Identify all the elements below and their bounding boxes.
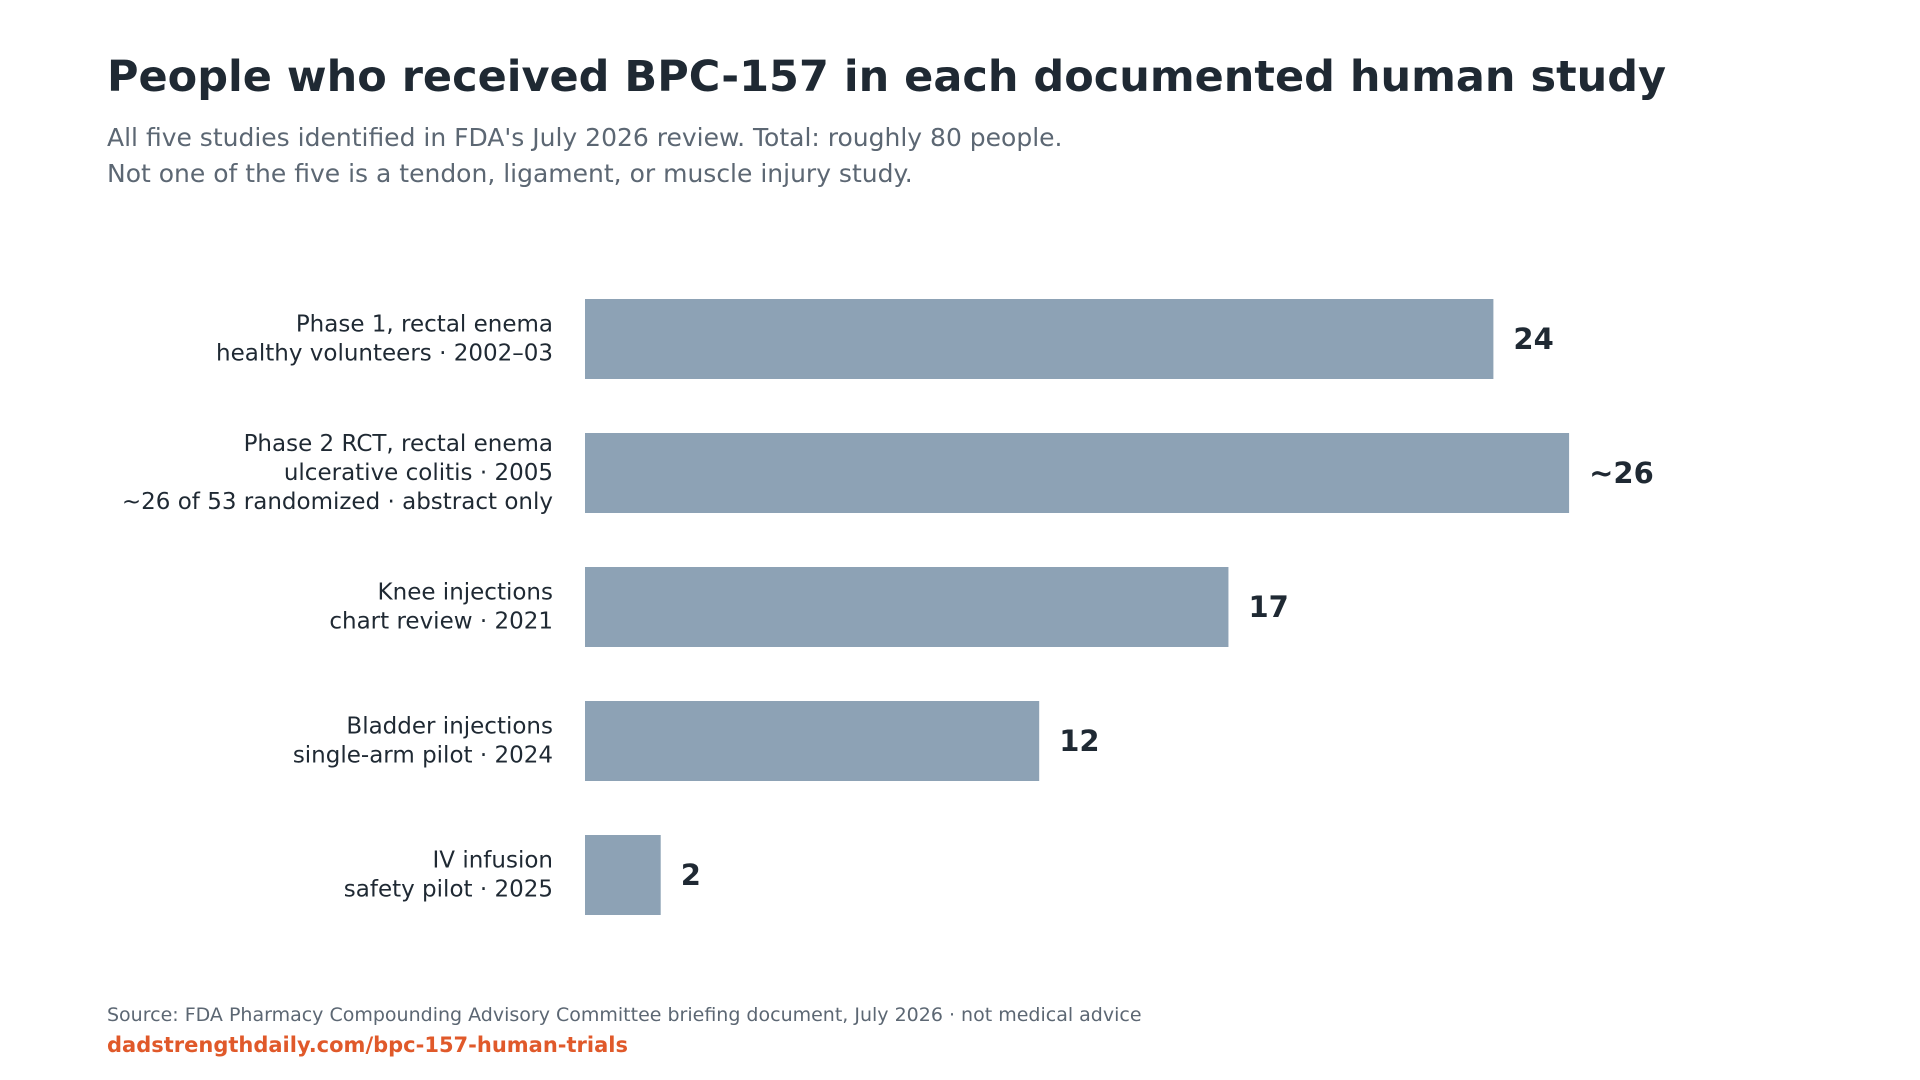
bar-5: [585, 835, 661, 915]
chart-subtitle: All five studies identified in FDA's Jul…: [107, 120, 1062, 192]
value-label-3: 17: [1248, 590, 1288, 624]
category-label-4-line-1: Bladder injections: [346, 714, 553, 740]
source-link[interactable]: dadstrengthdaily.com/bpc-157-human-trial…: [107, 1033, 628, 1057]
value-label-2: ~26: [1589, 456, 1654, 490]
category-label-3-line-2: chart review · 2021: [329, 609, 553, 635]
chart-title: People who received BPC-157 in each docu…: [107, 52, 1667, 102]
value-label-4: 12: [1059, 724, 1099, 758]
value-label-1: 24: [1513, 322, 1553, 356]
category-label-4-line-2: single-arm pilot · 2024: [293, 743, 553, 769]
subtitle-line-1: All five studies identified in FDA's Jul…: [107, 123, 1063, 152]
category-label-1-line-1: Phase 1, rectal enema: [296, 312, 553, 338]
category-label-5-line-2: safety pilot · 2025: [344, 877, 553, 903]
category-label-2-line-3: ~26 of 53 randomized · abstract only: [122, 489, 553, 515]
category-label-2-line-1: Phase 2 RCT, rectal enema: [244, 431, 553, 457]
category-label-1-line-2: healthy volunteers · 2002–03: [216, 341, 553, 367]
source-note: Source: FDA Pharmacy Compounding Advisor…: [107, 1004, 1142, 1026]
bar-2: [585, 433, 1570, 513]
category-label-2-line-2: ulcerative colitis · 2005: [284, 460, 553, 486]
bar-1: [585, 299, 1494, 379]
value-label-5: 2: [681, 858, 701, 892]
bar-4: [585, 701, 1040, 781]
category-label-5-line-1: IV infusion: [433, 848, 554, 874]
category-label-3-line-1: Knee injections: [378, 580, 553, 606]
bar-3: [585, 567, 1229, 647]
subtitle-line-2: Not one of the five is a tendon, ligamen…: [107, 159, 913, 188]
